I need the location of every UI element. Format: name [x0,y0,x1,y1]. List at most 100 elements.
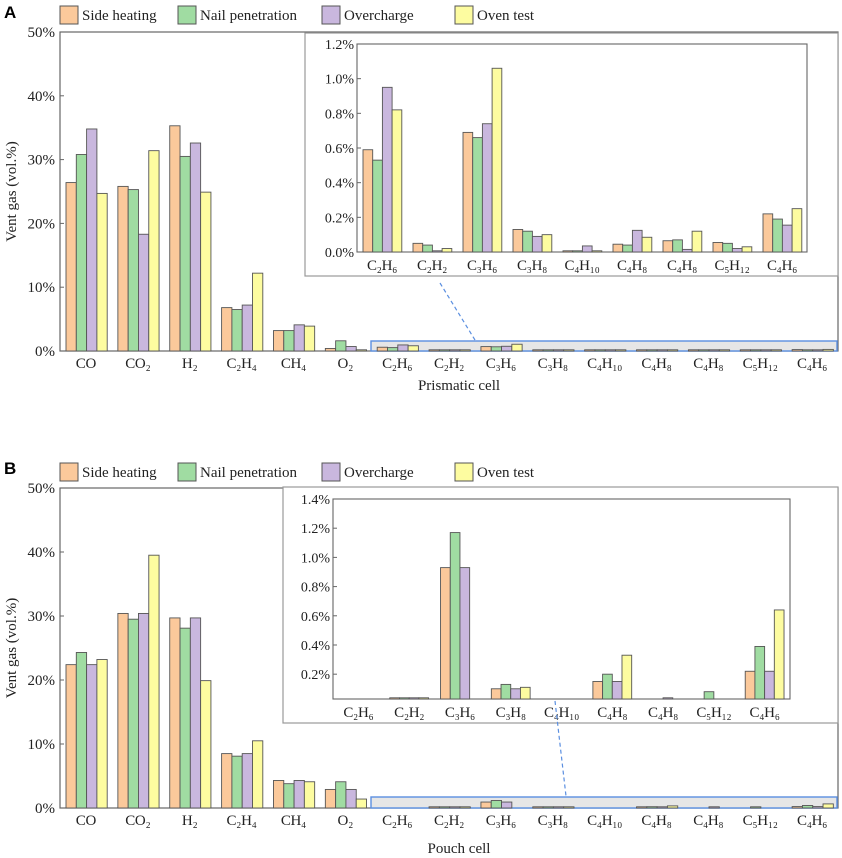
main-bar-overcharge-2 [189,617,202,809]
inset-bar-side-heating-10 [562,250,574,253]
x-category-label: C₄H₆ [797,813,827,829]
inset-x-category-label: C₄H₆ [750,705,780,721]
main-bar-side-heating-9 [532,349,544,352]
main-bar-side-heating-11 [636,349,648,352]
y-tick-label: 10% [28,280,56,296]
x-category-label: C₂H₂ [434,356,464,372]
x-category-label: C₂H₂ [434,813,464,829]
inset-bar-nail-penetration-12 [672,239,683,253]
y-tick-label: 50% [28,481,56,497]
x-axis-title: Prismatic cell [418,378,500,394]
legend-swatch [177,462,197,482]
inset-bar-side-heating-12 [662,240,674,253]
inset-x-category-label: C₃H₈ [517,258,547,274]
main-bar-side-heating-14 [791,806,803,809]
inset-bar-side-heating-13 [712,242,724,253]
main-bar-overcharge-9 [552,349,565,352]
zoom-connector-line [439,282,476,341]
main-bar-oven-test-14 [822,803,834,809]
inset-bar-side-heating-6 [362,149,374,253]
inset-bar-overcharge-7 [431,250,443,253]
main-bar-nail-penetration-0 [75,154,88,352]
main-bar-nail-penetration-11 [646,806,658,809]
main-bar-side-heating-8 [480,346,492,352]
inset-bar-overcharge-9 [510,688,521,700]
main-bar-side-heating-1 [117,612,129,809]
inset-bar-oven-test-9 [541,234,553,253]
inset-y-tick-label: 0.2% [325,211,355,226]
main-bar-nail-penetration-2 [179,627,191,809]
x-category-label: C₃H₆ [486,813,516,829]
inset-y-tick-label: 1.2% [325,38,355,53]
main-bar-oven-test-8 [511,343,523,352]
y-tick-label: 30% [28,609,56,625]
x-category-label: C₅H₁₂ [743,356,778,372]
main-bar-overcharge-9 [552,806,565,809]
main-bar-overcharge-12 [708,349,720,352]
inset-x-category-label: C₄H₈ [597,705,627,721]
main-bar-overcharge-5 [345,346,357,352]
main-bar-side-heating-7 [428,349,440,352]
main-bar-overcharge-7 [449,806,461,809]
main-bar-side-heating-5 [324,788,337,809]
main-bar-overcharge-12 [708,806,720,809]
x-category-label: C₃H₆ [486,356,516,372]
main-bar-side-heating-7 [428,806,440,809]
main-bar-overcharge-14 [812,806,824,809]
main-bar-side-heating-10 [584,349,596,352]
main-bar-oven-test-0 [96,659,108,809]
inset-bar-overcharge-12 [662,697,674,700]
y-tick-label: 20% [28,673,56,689]
y-tick-label: 40% [28,545,56,561]
inset-bar-nail-penetration-8 [449,532,461,700]
main-bar-oven-test-1 [148,554,160,809]
inset-x-category-label: C₄H₁₀ [564,258,599,274]
main-bar-overcharge-4 [293,324,305,352]
inset-bar-overcharge-13 [731,248,743,253]
inset-bar-nail-penetration-11 [622,244,633,253]
main-bar-oven-test-10 [615,349,627,352]
inset-bar-side-heating-11 [592,681,604,700]
inset-bar-side-heating-8 [440,567,451,700]
inset-x-category-label: C₄H₈ [667,258,697,274]
main-bar-oven-test-7 [459,806,471,809]
main-bar-nail-penetration-13 [750,349,762,352]
main-bar-nail-penetration-10 [594,349,606,352]
legend-label: Oven test [477,8,535,24]
main-bar-oven-test-4 [303,781,316,809]
x-category-label: C₂H₆ [382,813,412,829]
main-bar-nail-penetration-1 [127,618,139,809]
main-bar-overcharge-4 [293,780,305,809]
inset-x-category-label: C₂H₂ [394,705,424,721]
x-category-label: O₂ [338,356,354,372]
inset-bar-overcharge-6 [381,86,393,253]
main-bar-nail-penetration-13 [750,806,762,809]
inset-y-tick-label: 1.0% [301,551,331,566]
inset-x-category-label: C₃H₈ [496,705,526,721]
inset-y-tick-label: 1.0% [325,73,355,88]
inset-bar-overcharge-10 [581,245,593,253]
inset-bar-oven-test-9 [519,686,531,700]
inset-bar-nail-penetration-9 [522,230,533,253]
y-tick-label: 0% [35,344,55,360]
x-category-label: C₃H₈ [538,813,568,829]
main-bar-nail-penetration-7 [438,349,451,352]
x-category-label: C₃H₈ [538,356,568,372]
inset-bar-side-heating-7 [389,697,400,700]
x-category-label: H₂ [182,813,198,829]
x-category-label: CO [76,813,97,829]
main-bar-overcharge-0 [86,664,98,809]
inset-x-category-label: C₃H₆ [445,705,475,721]
inset-bar-nail-penetration-14 [754,645,766,700]
main-bar-side-heating-0 [65,664,77,809]
main-bar-side-heating-1 [117,185,129,352]
x-category-label: C₂H₄ [226,356,256,372]
main-bar-overcharge-11 [656,349,668,352]
main-bar-overcharge-2 [189,142,202,352]
x-category-label: CO₂ [125,813,150,829]
x-category-label: C₄H₈ [641,813,671,829]
legend-swatch [321,5,341,25]
main-bar-oven-test-12 [718,349,731,352]
main-bar-nail-penetration-6 [387,347,399,352]
